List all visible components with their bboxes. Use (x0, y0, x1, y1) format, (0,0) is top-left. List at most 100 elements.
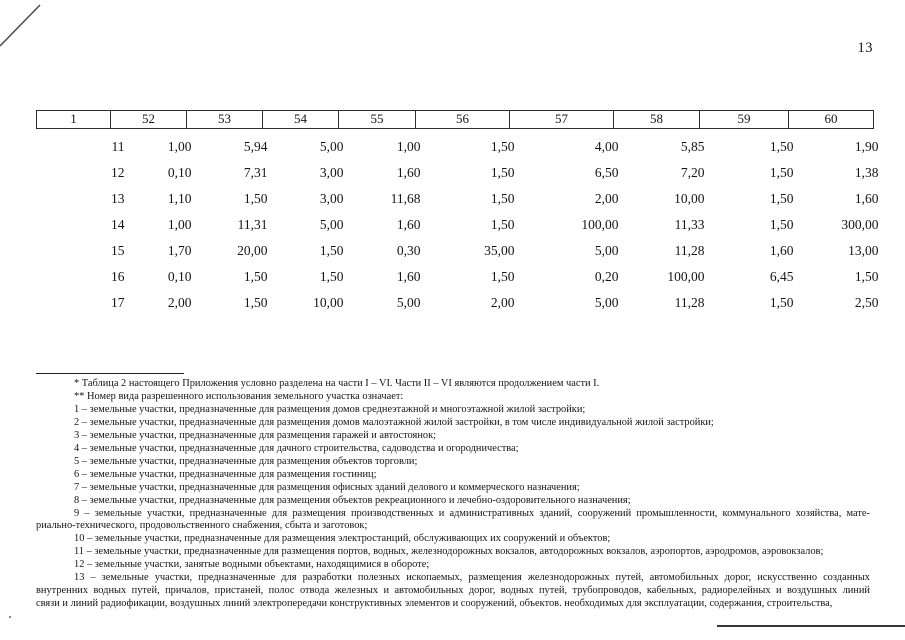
table-header-cell: 60 (788, 110, 874, 129)
footnote-line: 7 – земельные участки, предназначенные д… (74, 481, 580, 493)
table-cell: 1,38 (854, 165, 879, 180)
table-cell: 5,00 (594, 295, 619, 310)
table-cell: 1,50 (490, 139, 515, 154)
footnote-line: 9 – земельные участки, предназначенные д… (74, 507, 870, 519)
table-cell: 17 (111, 295, 125, 310)
table-cell: 11,28 (674, 243, 705, 258)
table-header-cell: 57 (509, 110, 614, 129)
footnote-line: риально-технического, продовольственного… (36, 520, 368, 532)
table-cell: 1,60 (769, 243, 794, 258)
footnote-line: 6 – земельные участки, предназначенные д… (74, 468, 377, 480)
table-cell: 5,00 (594, 243, 619, 258)
table-cell: 11,28 (674, 295, 705, 310)
table-cell: 1,90 (854, 139, 879, 154)
table-header-cell: 54 (262, 110, 339, 129)
footnote-line: 4 – земельные участки, предназначенные д… (74, 442, 519, 454)
footnote-line: 1 – земельные участки, предназначенные д… (74, 403, 586, 415)
table-cell: 1,50 (769, 139, 794, 154)
table-cell: 11,31 (237, 217, 268, 232)
footnote-line: 12 – земельные участки, занятые водными … (74, 559, 430, 571)
table-cell: 5,00 (396, 295, 421, 310)
table-row: 13 1,10 1,50 3,00 11,68 1,50 2,00 10,00 1,50 1,60 (37, 186, 879, 212)
footnote-line: 2 – земельные участки, предназначенные д… (74, 416, 714, 428)
table-cell: 11,33 (674, 217, 705, 232)
footnote-line: ** Номер вида разрешенного использования… (74, 390, 404, 402)
table-cell: 20,00 (237, 243, 268, 258)
table-cell: 1,60 (396, 217, 421, 232)
table-cell: 1,50 (490, 165, 515, 180)
table-header-cell: 52 (110, 110, 187, 129)
footnote-line: 3 – земельные участки, предназначенные д… (74, 429, 437, 441)
table-cell: 13,00 (848, 243, 879, 258)
table-body: 11 1,00 5,94 5,00 1,00 1,50 4,00 5,85 1,50 1,90 12… (37, 129, 879, 317)
table-cell: 7,31 (243, 165, 268, 180)
table-cell: 1,50 (854, 269, 879, 284)
table-cell: 5,94 (243, 139, 268, 154)
table-cell: 1,00 (396, 139, 421, 154)
page-number: 13 (857, 40, 873, 56)
table-cell: 0,30 (396, 243, 421, 258)
footnote-line: внутренних водных путей, причалов, прист… (36, 585, 870, 597)
table-cell: 1,50 (319, 269, 344, 284)
table-cell: 15 (111, 243, 125, 258)
table-row: 16 0,10 1,50 1,50 1,60 1,50 0,20 100,00 6,45 1,50 (37, 264, 879, 290)
table-row: 11 1,00 5,94 5,00 1,00 1,50 4,00 5,85 1,50 1,90 (37, 129, 879, 161)
footnote-line: 8 – земельные участки, предназначенные д… (74, 494, 631, 506)
table-cell: 1,60 (854, 191, 879, 206)
footnote-line: 10 – земельные участки, предназначенные … (74, 533, 611, 545)
footnote-line: 13 – земельные участки, предназначенные … (74, 572, 870, 584)
table-cell: 1,60 (396, 269, 421, 284)
table-header-row: 1 52 53 54 55 56 57 58 59 60 (36, 110, 874, 129)
table-cell: 2,50 (854, 295, 879, 310)
table-cell: 1,70 (167, 243, 192, 258)
table-cell: 0,20 (594, 269, 619, 284)
table-cell: 1,50 (769, 191, 794, 206)
table-row: 17 2,00 1,50 10,00 5,00 2,00 5,00 11,28 1,50 2,50 (37, 290, 879, 316)
footnote-line: 5 – земельные участки, предназначенные д… (74, 455, 418, 467)
data-table: 1 52 53 54 55 56 57 58 59 60 11 1,00 5,94 5,00 1,00 1,… (36, 110, 879, 317)
table-row: 12 0,10 7,31 3,00 1,60 1,50 6,50 7,20 1,50 1,38 (37, 160, 879, 186)
table-cell: 16 (111, 269, 125, 284)
table-header-cell: 1 (36, 110, 111, 129)
table-cell: 4,00 (594, 139, 619, 154)
table-header-cell: 58 (613, 110, 700, 129)
table-cell: 1,00 (167, 139, 192, 154)
footnote-line: * Таблица 2 настоящего Приложения условн… (74, 378, 600, 389)
table-cell: 12 (111, 165, 125, 180)
table-cell: 1,50 (243, 191, 268, 206)
table-cell: 0,10 (167, 269, 192, 284)
table-cell: 11 (111, 139, 125, 154)
footnote-line: 11 – земельные участки, предназначенные … (74, 546, 824, 558)
table-cell: 10,00 (313, 295, 344, 310)
table-row: 14 1,00 11,31 5,00 1,60 1,50 100,00 11,33 1,50 30… (37, 212, 879, 238)
table-cell: 5,00 (319, 139, 344, 154)
table-header: 1 52 53 54 55 56 57 58 59 60 (36, 110, 874, 129)
table-cell: 1,50 (769, 165, 794, 180)
table-cell: 13 (111, 191, 125, 206)
table-cell: 6,45 (769, 269, 794, 284)
table-cell: 5,85 (680, 139, 705, 154)
table-cell: 2,00 (167, 295, 192, 310)
table-cell: 0,10 (167, 165, 192, 180)
table-cell: 10,00 (674, 191, 705, 206)
table-header-cell: 55 (338, 110, 416, 129)
footnotes: * Таблица 2 настоящего Приложения условн… (36, 378, 870, 611)
table-header-cell: 59 (699, 110, 789, 129)
table-cell: 1,50 (769, 217, 794, 232)
table-header-cell: 56 (415, 110, 510, 129)
table-cell: 5,00 (319, 217, 344, 232)
footnote-separator (36, 373, 184, 374)
table-cell: 1,10 (167, 191, 192, 206)
table-cell: 100,00 (667, 269, 705, 284)
table-cell: 1,50 (490, 217, 515, 232)
table-cell: 100,00 (581, 217, 619, 232)
table-cell: 11,68 (390, 191, 421, 206)
table-cell: 1,50 (490, 269, 515, 284)
table-cell: 6,50 (594, 165, 619, 180)
table-cell: 14 (111, 217, 125, 232)
footnote-line: связи и линий радиофикации, воздушных ли… (36, 598, 833, 610)
table-cell: 1,60 (396, 165, 421, 180)
table-header-cell: 53 (186, 110, 263, 129)
table-cell: 3,00 (319, 165, 344, 180)
